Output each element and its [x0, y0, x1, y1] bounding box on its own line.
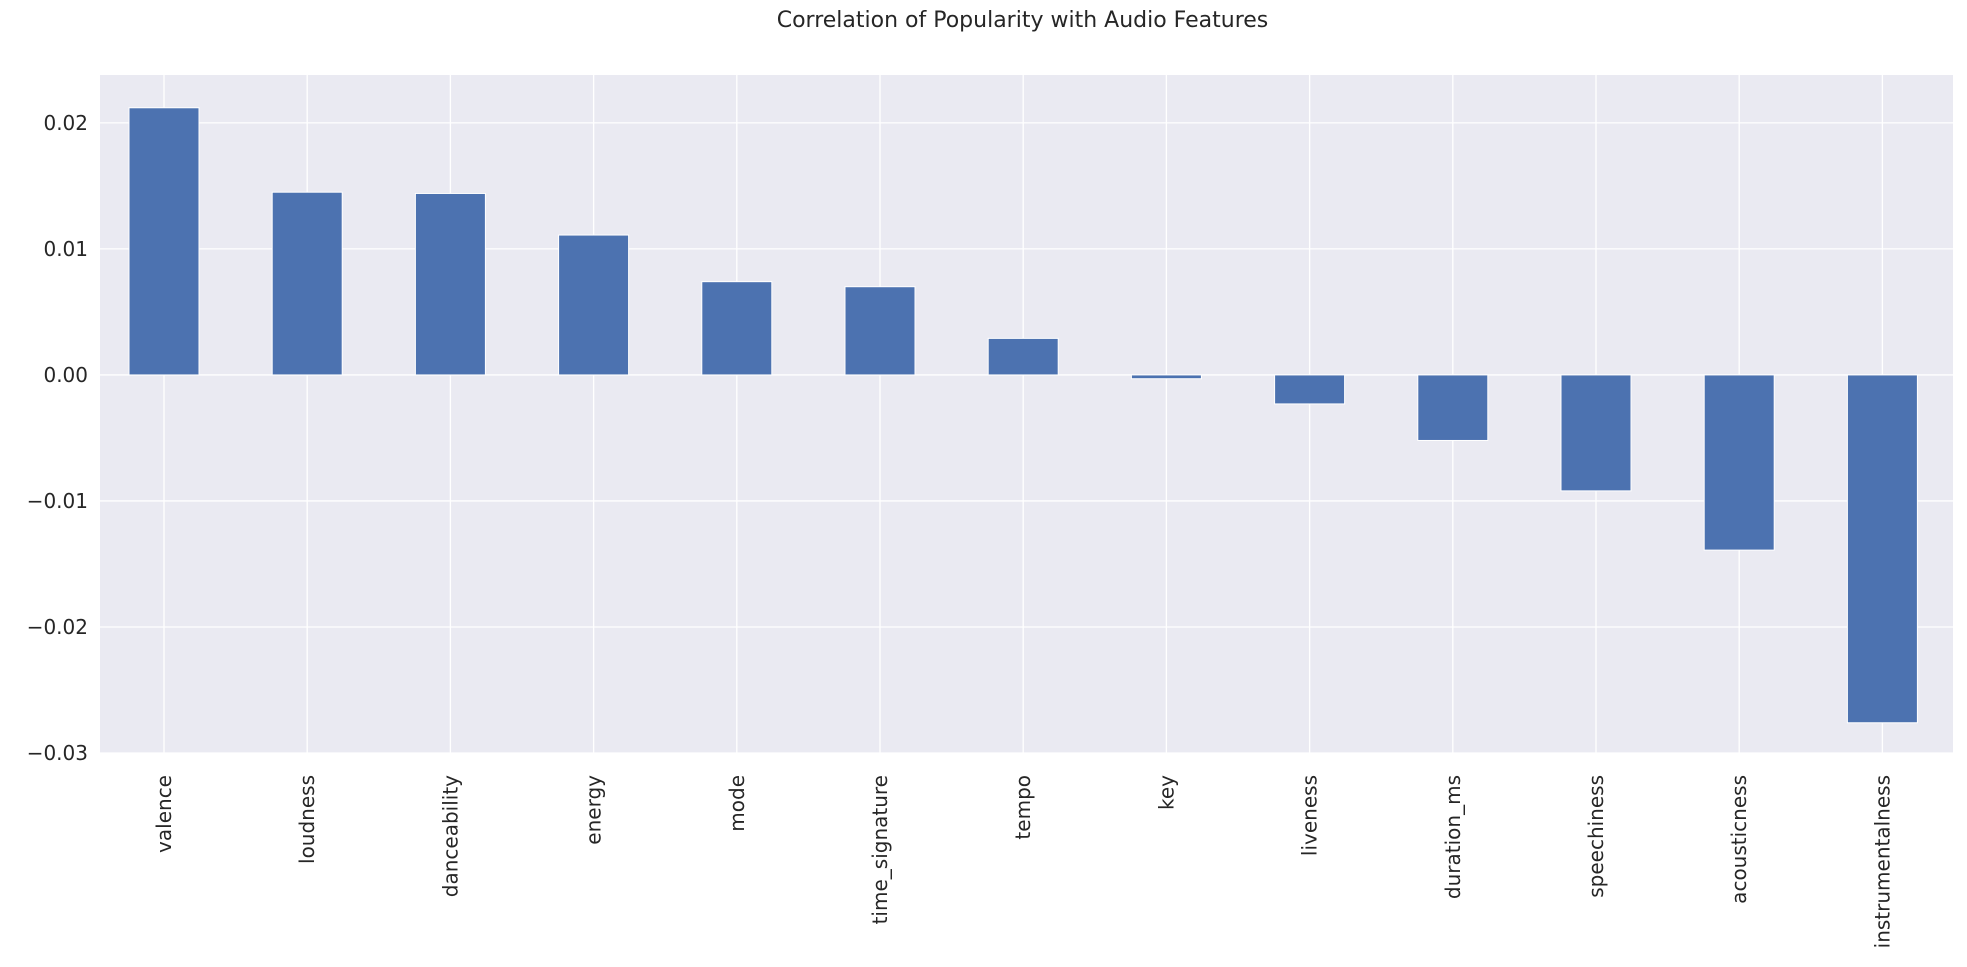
y-tick-label: −0.01 [27, 489, 88, 513]
bar-mode [701, 281, 773, 376]
x-tick-label: energy [582, 775, 606, 845]
x-axis-ticks: valence loudness danceability energy mode tim… [152, 775, 1894, 949]
bar-liveness [1274, 374, 1346, 405]
bar-danceability [414, 192, 486, 376]
x-tick-label: instrumentalness [1870, 775, 1894, 948]
x-tick-label: duration_ms [1441, 775, 1465, 899]
y-tick-label: 0.01 [43, 237, 88, 261]
x-tick-label: tempo [1011, 775, 1035, 840]
bar-tempo [987, 337, 1059, 376]
y-tick-label: −0.03 [27, 741, 88, 765]
x-tick-label: time_signature [868, 775, 892, 924]
x-tick-label: valence [152, 775, 176, 853]
bar-time-signature [844, 286, 916, 376]
y-tick-label: −0.02 [27, 615, 88, 639]
y-tick-label: 0.00 [43, 363, 88, 387]
x-tick-label: acousticness [1727, 775, 1751, 904]
bar-duration-ms [1417, 374, 1489, 441]
bar-key [1130, 374, 1202, 380]
x-tick-label: mode [725, 775, 749, 832]
chart-title: Correlation of Popularity with Audio Fea… [776, 8, 1269, 33]
bars [128, 107, 1918, 724]
x-tick-label: speechiness [1584, 775, 1608, 898]
x-tick-label: danceability [438, 775, 462, 897]
bar-speechiness [1560, 374, 1632, 492]
bar-valence [128, 107, 200, 376]
y-tick-label: 0.02 [43, 111, 88, 135]
bar-energy [558, 234, 630, 376]
bar-acousticness [1703, 374, 1775, 551]
bar-instrumentalness [1846, 374, 1918, 724]
x-tick-label: loudness [295, 775, 319, 864]
x-tick-label: key [1154, 775, 1178, 810]
plot-area [100, 75, 1953, 753]
x-tick-label: liveness [1298, 775, 1322, 856]
y-axis-ticks: 0.02 0.01 0.00 −0.01 −0.02 −0.03 [27, 111, 88, 765]
bar-loudness [271, 191, 343, 376]
